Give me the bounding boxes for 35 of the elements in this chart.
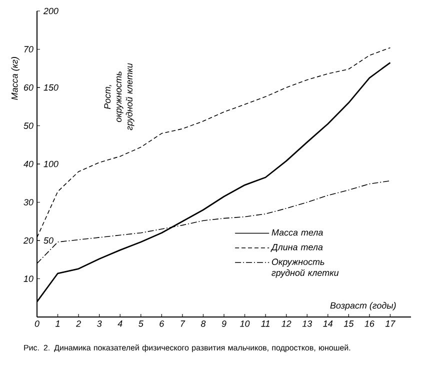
x-tick-label: 7 xyxy=(180,320,186,327)
x-tick-label: 9 xyxy=(222,320,226,327)
y-tick-label: 30 xyxy=(24,199,34,206)
y2-tick-label: 50 xyxy=(44,237,54,244)
x-tick-label: 4 xyxy=(118,320,122,327)
legend-label: Окружность грудной клетки xyxy=(272,258,339,278)
x-tick-label: 0 xyxy=(34,320,40,327)
legend-label: Длина тела xyxy=(270,244,323,252)
y-axis-title: Масса (кг) xyxy=(11,57,20,100)
y2-axis-title: Рост, окружность грудной клетки xyxy=(104,63,134,130)
y-tick-label: 70 xyxy=(24,46,34,52)
y2-tick-label: 100 xyxy=(44,160,58,168)
x-tick-label: 12 xyxy=(282,320,292,327)
y2-tick-label: 200 xyxy=(43,8,58,14)
x-tick-label: 17 xyxy=(385,320,396,327)
x-tick-label: 1 xyxy=(56,320,60,327)
x-tick-label: 2 xyxy=(76,320,81,327)
x-tick-label: 11 xyxy=(261,320,270,327)
y-tick-label: 50 xyxy=(24,122,34,129)
x-axis-title: Возраст (годы) xyxy=(330,302,396,310)
y-tick-label: 20 xyxy=(23,237,34,244)
x-tick-label: 6 xyxy=(160,320,164,327)
x-tick-label: 3 xyxy=(97,320,102,327)
x-tick-label: 10 xyxy=(240,320,250,327)
y-tick-label: 40 xyxy=(24,160,34,168)
x-tick-label: 14 xyxy=(323,320,333,327)
y-tick-label: 60 xyxy=(24,84,34,91)
y-tick-label: 10 xyxy=(24,276,34,282)
x-tick-label: 8 xyxy=(200,320,206,327)
x-tick-label: 5 xyxy=(138,320,144,327)
x-tick-label: 15 xyxy=(344,320,354,327)
legend-label: Масса тела xyxy=(272,229,323,236)
x-tick-label: 16 xyxy=(364,320,374,327)
y2-tick-label: 150 xyxy=(44,84,58,91)
x-tick-label: 13 xyxy=(302,320,312,327)
